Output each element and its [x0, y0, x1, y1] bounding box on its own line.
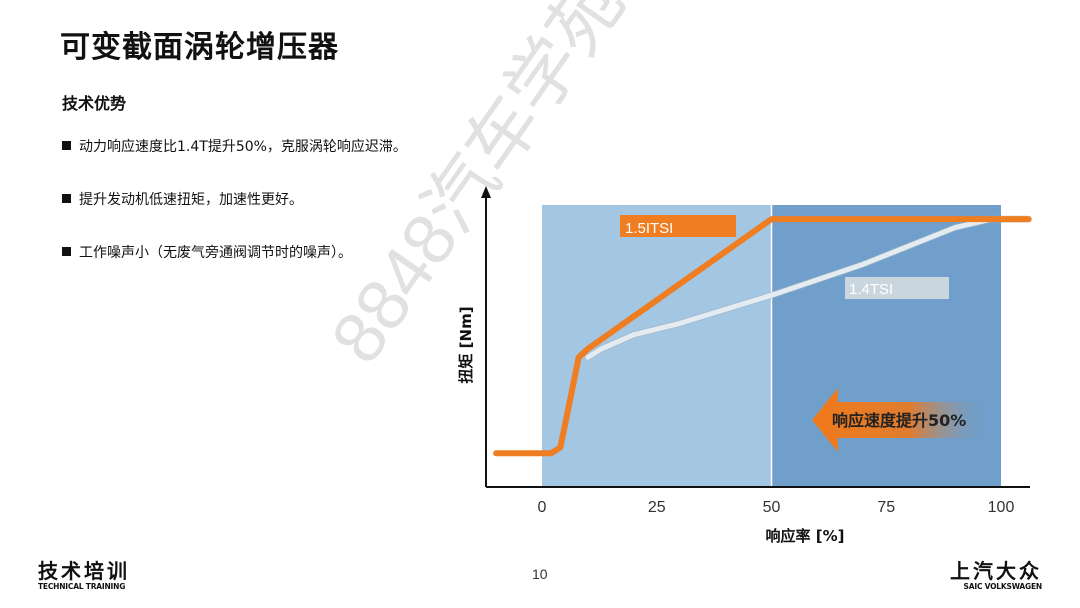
legend-box-1-4tsi	[845, 277, 949, 299]
square-bullet-icon	[62, 194, 71, 203]
legend-box-1-5itsi	[620, 215, 736, 237]
bullet-item: 提升发动机低速扭矩，加速性更好。	[62, 189, 407, 242]
x-tick-label: 0	[538, 499, 547, 516]
y-axis-label: 扭矩 [Nm]	[457, 306, 475, 383]
x-tick-label: 50	[763, 499, 781, 516]
legend-label-1-4tsi: 1.4TSI	[849, 281, 893, 298]
left-arrow-icon	[812, 388, 990, 452]
training-logo: 技术培训 TECHNICAL TRAINING	[38, 559, 130, 591]
page-title: 可变截面涡轮增压器	[60, 30, 339, 65]
x-axis-label: 响应率 [%]	[766, 527, 845, 545]
y-axis-arrow-icon	[481, 186, 491, 198]
series-line-1.5ITSI	[493, 216, 1032, 457]
background-band-0	[542, 205, 772, 487]
section-subtitle: 技术优势	[62, 94, 127, 113]
brand-logo: 上汽大众 SAIC VOLKSWAGEN	[950, 559, 1042, 591]
bullet-item: 动力响应速度比1.4T提升50%，克服涡轮响应迟滞。	[62, 136, 407, 189]
square-bullet-icon	[62, 247, 71, 256]
bullet-list: 动力响应速度比1.4T提升50%，克服涡轮响应迟滞。 提升发动机低速扭矩，加速性…	[62, 136, 407, 295]
x-tick-label: 100	[988, 499, 1015, 516]
background-band-1	[771, 205, 1001, 487]
legend-label-1-5itsi: 1.5ITSI	[625, 220, 673, 237]
x-tick-label: 25	[648, 499, 666, 516]
square-bullet-icon	[62, 141, 71, 150]
annotation-label: 响应速度提升50%	[832, 411, 966, 430]
page-number: 10	[532, 566, 548, 582]
bullet-item: 工作噪声小（无废气旁通阀调节时的噪声）。	[62, 242, 407, 295]
x-tick-label: 75	[877, 499, 895, 516]
